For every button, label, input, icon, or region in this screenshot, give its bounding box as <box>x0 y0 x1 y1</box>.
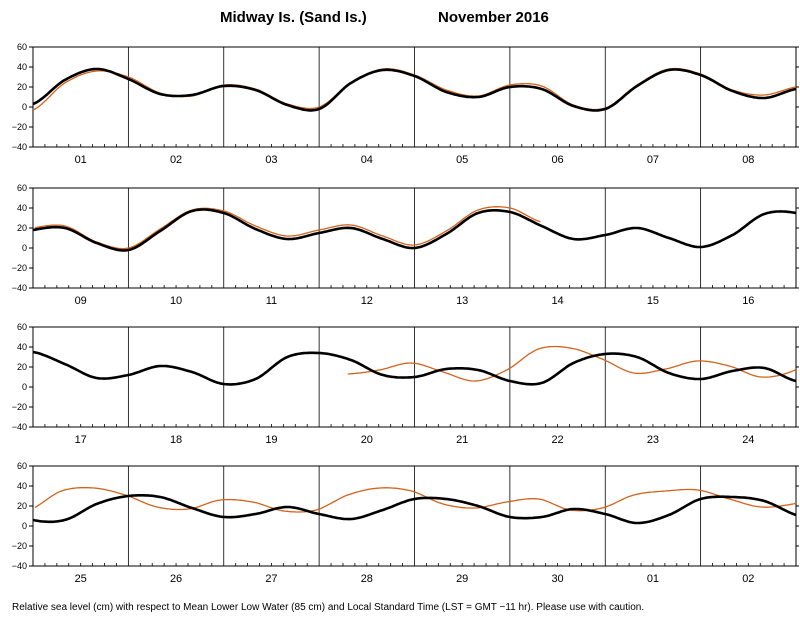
y-tick-label: −40 <box>12 283 27 293</box>
chart-footer: Relative sea level (cm) with respect to … <box>12 602 644 613</box>
y-tick-label: 40 <box>17 203 27 213</box>
day-label: 22 <box>551 434 563 446</box>
y-tick-label: 20 <box>17 82 27 92</box>
y-tick-label: 0 <box>22 382 27 392</box>
y-tick-label: 0 <box>22 243 27 253</box>
day-label: 01 <box>75 154 87 166</box>
y-tick-label: −20 <box>12 541 27 551</box>
day-label: 28 <box>361 573 373 585</box>
day-label: 25 <box>75 573 87 585</box>
y-tick-label: −40 <box>12 561 27 571</box>
day-label: 23 <box>647 434 659 446</box>
day-label: 18 <box>170 434 182 446</box>
day-label: 21 <box>456 434 468 446</box>
day-label: 27 <box>265 573 277 585</box>
y-tick-label: 60 <box>17 461 27 471</box>
chart-title-period: November 2016 <box>438 9 549 26</box>
y-tick-label: 60 <box>17 183 27 193</box>
y-tick-label: −20 <box>12 263 27 273</box>
day-label: 06 <box>551 154 563 166</box>
y-tick-label: −40 <box>12 422 27 432</box>
day-label: 20 <box>361 434 373 446</box>
observed-line <box>34 487 797 513</box>
observed-line <box>347 345 797 382</box>
day-label: 16 <box>742 295 754 307</box>
y-tick-label: 40 <box>17 62 27 72</box>
day-label: 19 <box>265 434 277 446</box>
day-label: 15 <box>647 295 659 307</box>
predicted-line <box>32 350 797 386</box>
day-label: 09 <box>75 295 87 307</box>
day-label: 04 <box>361 154 373 166</box>
y-tick-label: −20 <box>12 122 27 132</box>
day-label: 11 <box>266 295 277 307</box>
y-tick-label: 0 <box>22 102 27 112</box>
day-label: 02 <box>742 573 754 585</box>
y-tick-label: 20 <box>17 362 27 372</box>
y-tick-label: −20 <box>12 402 27 412</box>
day-label: 01 <box>647 573 659 585</box>
day-label: 30 <box>551 573 563 585</box>
predicted-line <box>32 208 797 252</box>
y-tick-label: 20 <box>17 501 27 511</box>
day-label: 17 <box>75 434 87 446</box>
y-tick-label: 40 <box>17 342 27 352</box>
day-label: 02 <box>170 154 182 166</box>
y-tick-label: 0 <box>22 521 27 531</box>
day-label: 12 <box>361 295 373 307</box>
observed-line <box>34 206 541 250</box>
y-tick-label: 60 <box>17 322 27 332</box>
day-label: 03 <box>265 154 277 166</box>
predicted-line <box>32 493 797 525</box>
y-tick-label: 40 <box>17 481 27 491</box>
chart-title-station: Midway Is. (Sand Is.) <box>220 9 367 26</box>
y-tick-label: 60 <box>17 42 27 52</box>
day-label: 24 <box>742 434 754 446</box>
day-label: 10 <box>170 295 182 307</box>
day-label: 29 <box>456 573 468 585</box>
day-label: 14 <box>551 295 563 307</box>
day-label: 13 <box>456 295 468 307</box>
y-tick-label: −40 <box>12 142 27 152</box>
day-label: 05 <box>456 154 468 166</box>
y-tick-label: 20 <box>17 223 27 233</box>
day-label: 07 <box>647 154 659 166</box>
day-label: 08 <box>742 154 754 166</box>
day-label: 26 <box>170 573 182 585</box>
predicted-line <box>32 67 797 112</box>
